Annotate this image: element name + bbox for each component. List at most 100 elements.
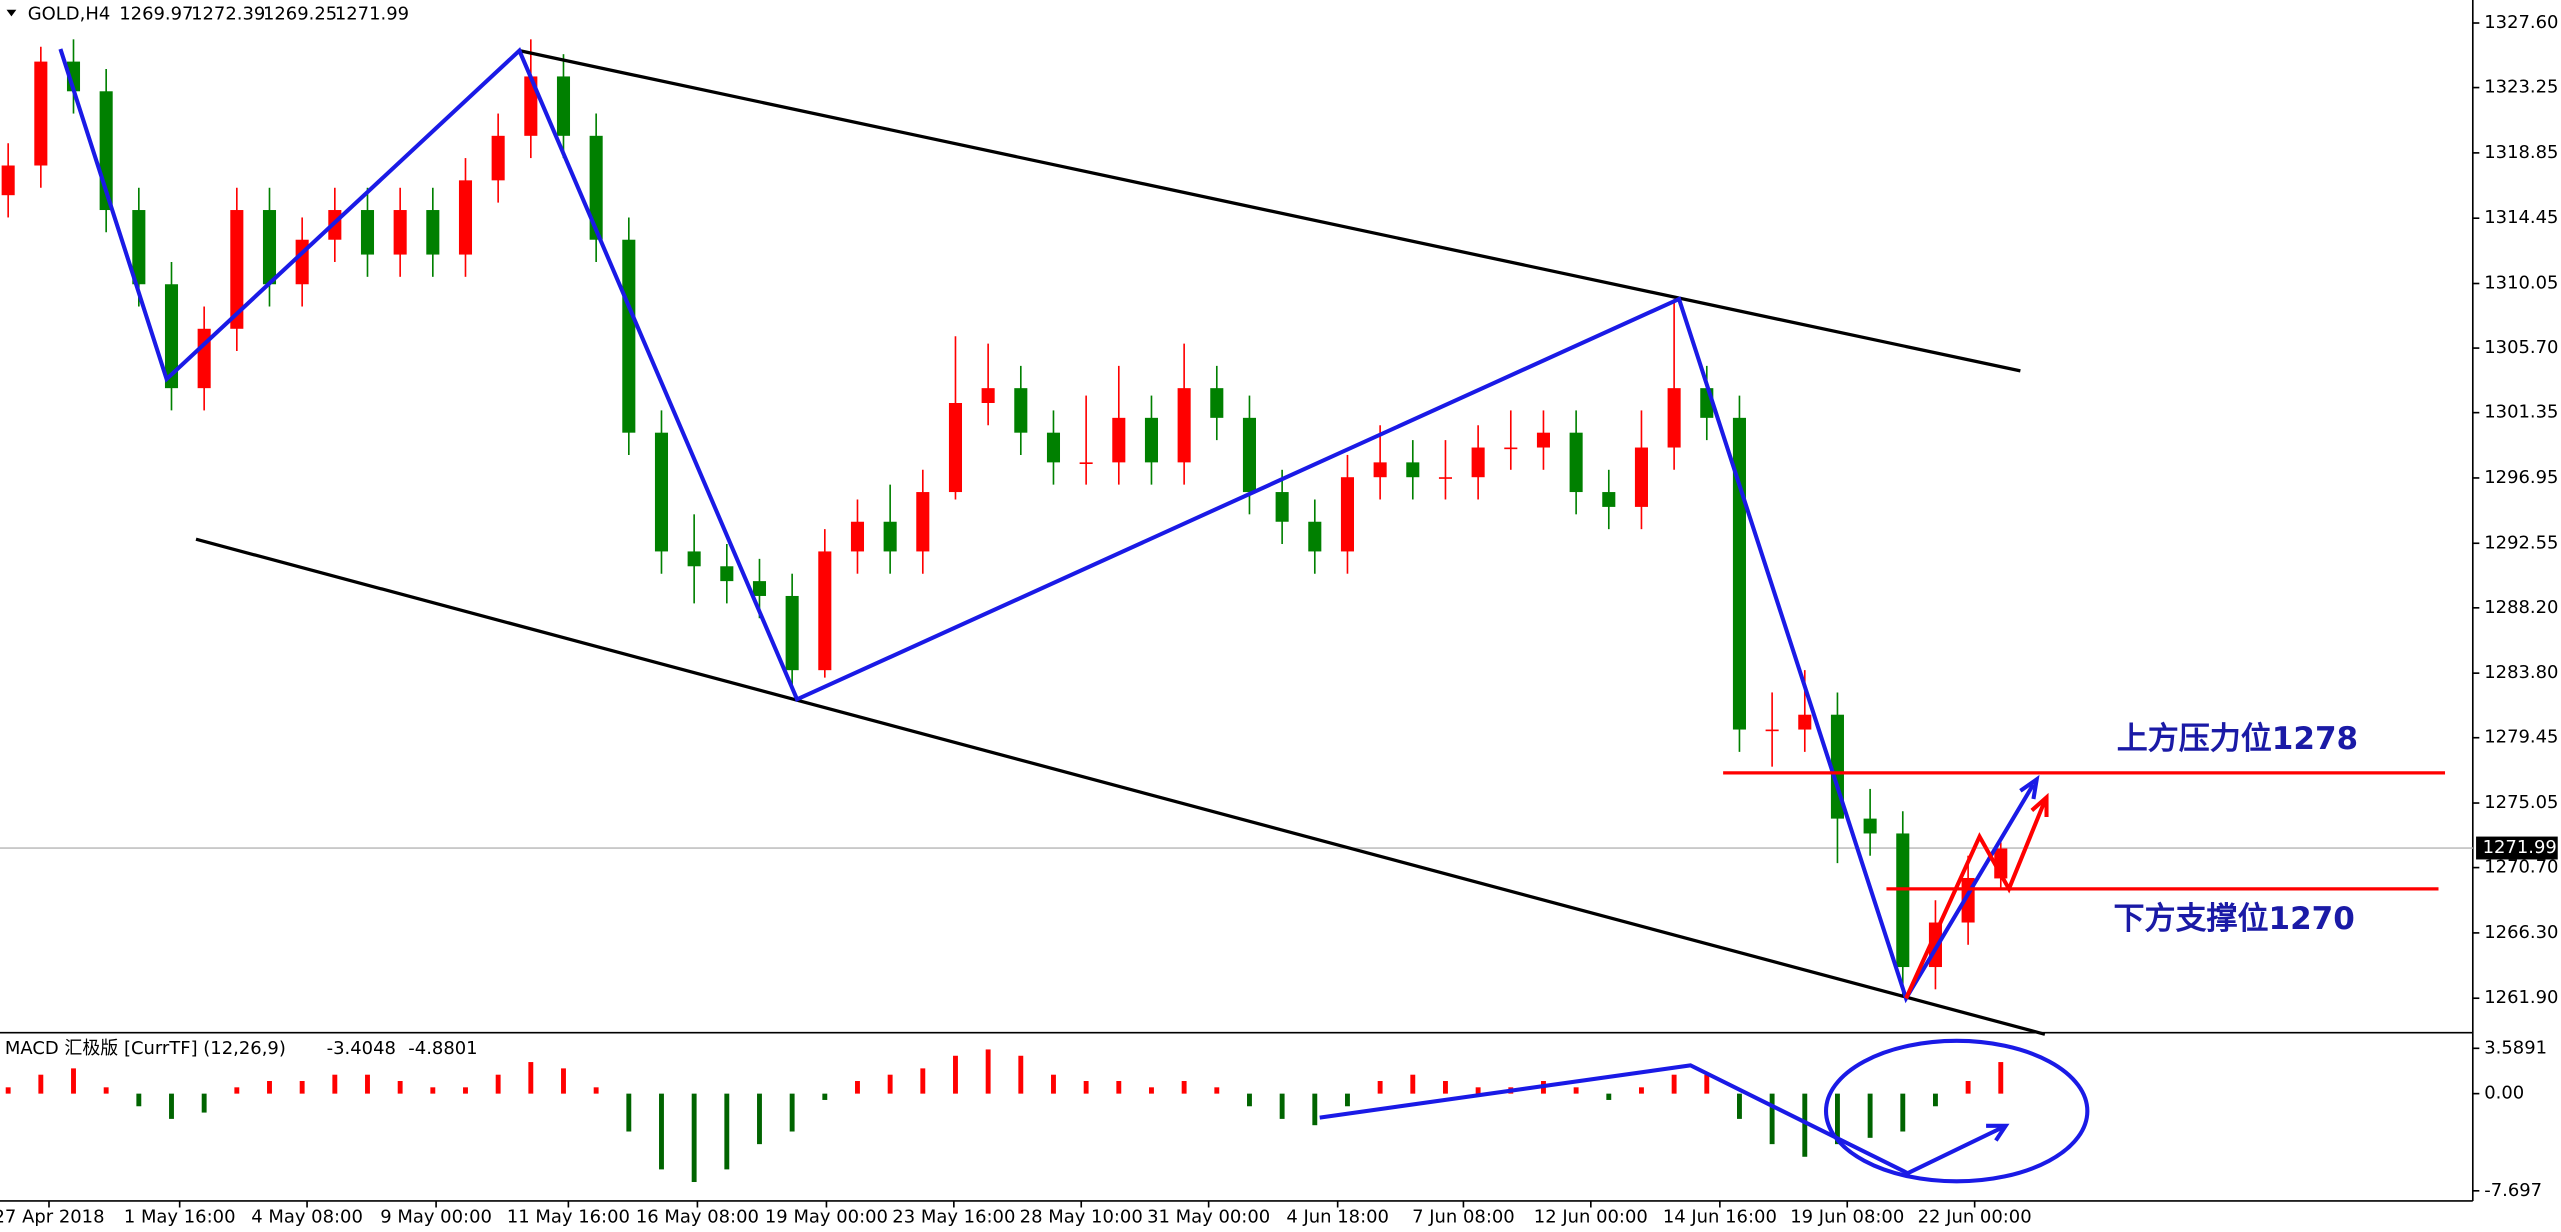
macd-bar xyxy=(626,1093,632,1132)
x-tick-label: 23 May 16:00 xyxy=(892,1206,1015,1227)
candle-body xyxy=(916,492,930,552)
macd-bar xyxy=(691,1093,697,1183)
y-tick-label: 0.00 xyxy=(2484,1083,2524,1104)
candle-body xyxy=(458,180,473,255)
macd-bar xyxy=(430,1087,436,1094)
macd-bar xyxy=(920,1068,926,1094)
candle-body xyxy=(1438,477,1452,479)
macd-bar xyxy=(1900,1093,1906,1132)
x-tick-label: 7 Jun 08:00 xyxy=(1412,1206,1515,1227)
candle-body xyxy=(1275,492,1289,522)
candle-body xyxy=(818,551,832,671)
candle-body xyxy=(426,210,440,255)
candle-body xyxy=(132,210,146,285)
arrow-head xyxy=(2019,774,2040,800)
y-tick-label: 1296.95 xyxy=(2484,467,2558,488)
candle-body xyxy=(1667,388,1681,448)
arrow-head xyxy=(2030,792,2049,817)
candle-body xyxy=(1863,818,1877,834)
candle-body xyxy=(1373,462,1387,478)
candle-body xyxy=(1144,417,1159,463)
y-tick-label: 1314.45 xyxy=(2484,207,2558,228)
macd-bar xyxy=(985,1049,991,1094)
y-tick-label: 1318.85 xyxy=(2484,142,2558,163)
x-tick-label: 4 May 08:00 xyxy=(251,1206,363,1227)
macd-bar xyxy=(659,1093,664,1170)
candle-body xyxy=(948,402,963,493)
x-tick-label: 9 May 00:00 xyxy=(380,1206,492,1227)
symbol: GOLD,H4 xyxy=(28,4,110,25)
candle-body xyxy=(524,76,538,136)
candle-body xyxy=(1896,833,1910,968)
macd-bar xyxy=(5,1087,11,1094)
candle-body xyxy=(981,388,995,403)
y-tick-label: 1327.60 xyxy=(2484,12,2558,33)
macd-bar xyxy=(38,1074,44,1094)
x-tick-label: 27 Apr 2018 xyxy=(0,1206,104,1227)
x-tick-label: 19 Jun 08:00 xyxy=(1790,1206,1904,1227)
macd-bar xyxy=(234,1087,240,1094)
candle-body xyxy=(1,165,15,196)
y-tick-label: 1288.20 xyxy=(2484,597,2558,618)
arrow-head xyxy=(1986,1123,2010,1142)
candle-body xyxy=(1242,417,1257,493)
macd-bar xyxy=(1181,1081,1187,1094)
y-tick-label: 1261.90 xyxy=(2484,987,2558,1008)
candle-body xyxy=(164,284,179,389)
drawings xyxy=(58,47,2446,1184)
macd-bar xyxy=(1116,1081,1122,1094)
macd-bar xyxy=(332,1074,338,1094)
y-tick-label: 1310.05 xyxy=(2484,273,2558,294)
macd-bar xyxy=(1475,1087,1481,1094)
candle-body xyxy=(1471,447,1485,478)
candle-body xyxy=(850,521,865,552)
candle-body xyxy=(752,581,767,596)
macd-bar xyxy=(103,1087,109,1094)
channel-lower xyxy=(195,537,2046,1036)
macd-bar xyxy=(528,1062,534,1094)
y-tick-label: 1270.70 xyxy=(2484,857,2558,878)
macd-title: MACD 汇极版 [CurrTF] (12,26,9) xyxy=(5,1038,286,1059)
macd-bar xyxy=(561,1068,566,1094)
macd-bar xyxy=(1867,1093,1873,1138)
x-tick-label: 4 Jun 18:00 xyxy=(1286,1206,1389,1227)
macd-bar xyxy=(822,1093,828,1100)
macd-bar xyxy=(1802,1093,1808,1157)
macd-bar xyxy=(1606,1093,1612,1100)
macd-bar xyxy=(1671,1074,1677,1094)
y-tick-label: -7.697 xyxy=(2484,1180,2542,1201)
candle-body xyxy=(1406,462,1420,478)
macd-bar xyxy=(397,1081,403,1094)
macd-bar xyxy=(1639,1087,1644,1094)
y-tick-label: 3.5891 xyxy=(2484,1037,2547,1058)
y-tick-label: 1275.05 xyxy=(2484,792,2558,813)
candle-body xyxy=(393,210,407,255)
macd-bar xyxy=(1573,1087,1579,1094)
candle-body xyxy=(1046,432,1061,463)
x-tick-label: 16 May 08:00 xyxy=(636,1206,759,1227)
candle-body xyxy=(1602,492,1616,507)
y-tick-label: 1305.70 xyxy=(2484,337,2558,358)
macd-bar xyxy=(1932,1093,1938,1107)
macd-bar xyxy=(1704,1074,1710,1094)
candle-body xyxy=(1177,388,1191,463)
macd-main: -3.4048 xyxy=(327,1038,396,1059)
macd-bar xyxy=(855,1081,860,1094)
macd-bar xyxy=(1247,1093,1252,1107)
macd-bar xyxy=(757,1093,762,1145)
macd-bar xyxy=(1835,1093,1840,1145)
macd-bar xyxy=(1998,1062,2004,1094)
candle-body xyxy=(1569,432,1583,493)
macd-bar xyxy=(1443,1081,1448,1094)
projection-line xyxy=(1904,799,2047,1000)
candle-body xyxy=(622,239,636,433)
support-label: 下方支撑位1270 xyxy=(2113,901,2354,937)
macd-bar xyxy=(1279,1093,1285,1119)
macd-bar xyxy=(1410,1074,1416,1094)
macd-bar xyxy=(1083,1081,1089,1094)
candle-body xyxy=(1210,388,1224,418)
y-tick-label: 1292.55 xyxy=(2484,532,2558,553)
candle-body xyxy=(1634,447,1648,507)
ohlc-open: 1269.97 xyxy=(119,4,193,25)
